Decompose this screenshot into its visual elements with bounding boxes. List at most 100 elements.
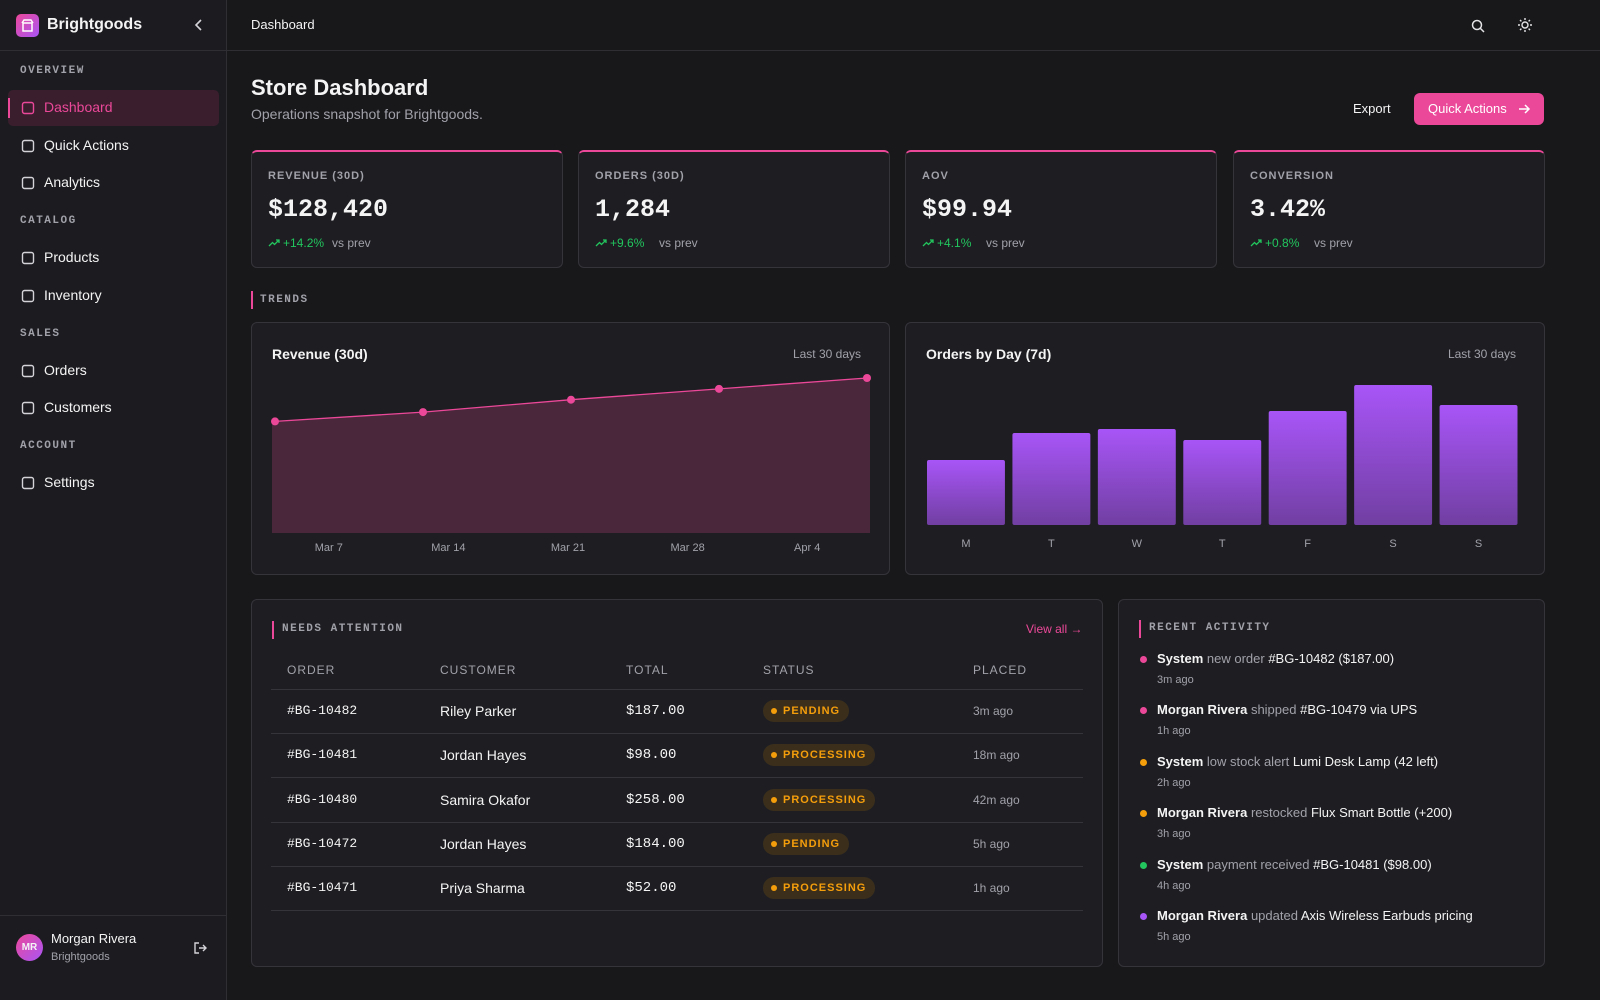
brand-name: Brightgoods xyxy=(47,16,143,33)
nav-item[interactable]: Settings xyxy=(8,465,219,501)
section-accent xyxy=(1139,620,1141,638)
bar xyxy=(1439,405,1518,525)
customer: Jordan Hayes xyxy=(440,747,527,764)
nav-item[interactable]: Analytics xyxy=(8,165,219,201)
arrow-icon xyxy=(1519,104,1531,114)
status-dot xyxy=(771,796,777,803)
nav-item[interactable]: Customers xyxy=(8,390,219,426)
activity-text: Morgan Rivera shipped #BG-10479 via UPS xyxy=(1157,702,1417,717)
nav-icon xyxy=(21,401,35,415)
trend-icon xyxy=(922,239,934,247)
status-dot xyxy=(771,885,777,892)
status-dot xyxy=(771,840,777,847)
kpi-card: REVENUE (30D) $128,420 +14.2% vs prev xyxy=(251,150,563,268)
kpi-note: vs prev xyxy=(332,236,371,250)
activity-time: 4h ago xyxy=(1157,879,1191,892)
total: $98.00 xyxy=(626,747,677,764)
icon-shape xyxy=(21,476,35,490)
x-tick-label: Mar 28 xyxy=(670,542,704,554)
total: $184.00 xyxy=(626,835,685,852)
nav-label: Inventory xyxy=(44,286,102,303)
chart-range: Last 30 days xyxy=(1447,347,1516,361)
activity-action: updated xyxy=(1250,908,1298,923)
icon-shape xyxy=(1250,239,1262,247)
column-header: TOTAL xyxy=(626,663,669,677)
kpi-label: CONVERSION xyxy=(1250,170,1334,182)
status-pill: PROCESSING xyxy=(763,788,876,811)
icon-shape xyxy=(21,251,35,265)
x-tick-label: W xyxy=(1132,538,1143,550)
row-divider xyxy=(271,910,1083,912)
section-title: TRENDS xyxy=(260,294,309,306)
kpi-label: ORDERS (30D) xyxy=(595,170,685,182)
sidebar xyxy=(0,0,227,1000)
topbar-border xyxy=(227,50,1600,51)
status-label: PROCESSING xyxy=(783,749,867,762)
icon-shape xyxy=(595,239,607,247)
collapse-button[interactable] xyxy=(191,17,207,33)
nav-label: Customers xyxy=(44,399,112,415)
sidebar-header-border xyxy=(0,50,227,51)
kpi-card: CONVERSION 3.42% +0.8% vs prev xyxy=(1233,150,1545,268)
placed: 3m ago xyxy=(973,704,1014,718)
search-button[interactable] xyxy=(1470,18,1486,34)
nav-label: Dashboard xyxy=(44,99,113,115)
icon-shape xyxy=(21,101,35,115)
activity-dot xyxy=(1140,861,1147,869)
activity-actor: System xyxy=(1157,856,1204,872)
x-tick-label: Mar 21 xyxy=(551,542,585,554)
quick-actions-button[interactable]: Quick Actions xyxy=(1414,93,1544,125)
trend-icon xyxy=(1250,239,1262,247)
order-id: #BG-10471 xyxy=(287,880,358,896)
nav-item[interactable]: Orders xyxy=(8,353,219,389)
nav-item[interactable]: Dashboard xyxy=(8,90,219,126)
card-title: RECENT ACTIVITY xyxy=(1149,622,1271,634)
nav-icon xyxy=(21,139,35,152)
section-accent xyxy=(251,291,253,309)
icon-shape xyxy=(21,139,35,152)
attention-card: NEEDS ATTENTION View all → ORDER CUSTOMER… xyxy=(251,599,1103,967)
logout-button[interactable] xyxy=(192,940,208,956)
nav-label: Quick Actions xyxy=(44,136,129,153)
kpi-note: vs prev xyxy=(986,236,1025,250)
view-all-link[interactable]: View all → xyxy=(1026,622,1083,636)
x-tick-label: T xyxy=(1219,538,1226,550)
kpi-delta: +0.8% xyxy=(1265,236,1300,250)
activity-object: #BG-10481 ($98.00) xyxy=(1313,856,1432,872)
nav-item[interactable]: Inventory xyxy=(8,278,219,314)
nav-section-label: ACCOUNT xyxy=(20,440,77,452)
activity-object: Flux Smart Bottle (+200) xyxy=(1310,805,1453,821)
export-button[interactable]: Export xyxy=(1353,101,1391,116)
kpi-note: vs prev xyxy=(659,236,698,250)
nav-item[interactable]: Products xyxy=(8,240,219,276)
nav-label: Orders xyxy=(44,361,87,378)
point xyxy=(567,395,575,404)
activity-actor: Morgan Rivera xyxy=(1157,702,1248,718)
user-org: Brightgoods xyxy=(51,951,110,963)
activity-text: Morgan Rivera restocked Flux Smart Bottl… xyxy=(1157,805,1452,820)
brand-logo xyxy=(16,14,39,37)
icon-shape xyxy=(21,289,35,302)
nav-icon xyxy=(21,251,35,265)
activity-object: #BG-10479 via UPS xyxy=(1300,702,1418,718)
activity-time: 3h ago xyxy=(1157,828,1191,841)
point xyxy=(271,417,279,426)
kpi-delta: +9.6% xyxy=(610,236,645,250)
avatar: MR xyxy=(16,934,43,961)
trend-icon xyxy=(595,239,607,247)
bar xyxy=(1268,411,1347,525)
theme-button[interactable] xyxy=(1517,17,1533,33)
customer: Riley Parker xyxy=(440,703,517,719)
x-tick-label: S xyxy=(1389,538,1396,550)
status-pill: PROCESSING xyxy=(763,877,876,900)
breadcrumb: Dashboard xyxy=(251,17,315,32)
kpi-note: vs prev xyxy=(1314,236,1353,250)
x-tick-label: F xyxy=(1304,538,1311,550)
activity-text: System new order #BG-10482 ($187.00) xyxy=(1157,651,1394,666)
icon-shape xyxy=(21,176,35,190)
icon-shape xyxy=(21,401,35,415)
column-header: CUSTOMER xyxy=(440,663,517,677)
nav-item[interactable]: Quick Actions xyxy=(8,128,219,164)
status-label: PROCESSING xyxy=(783,882,867,895)
